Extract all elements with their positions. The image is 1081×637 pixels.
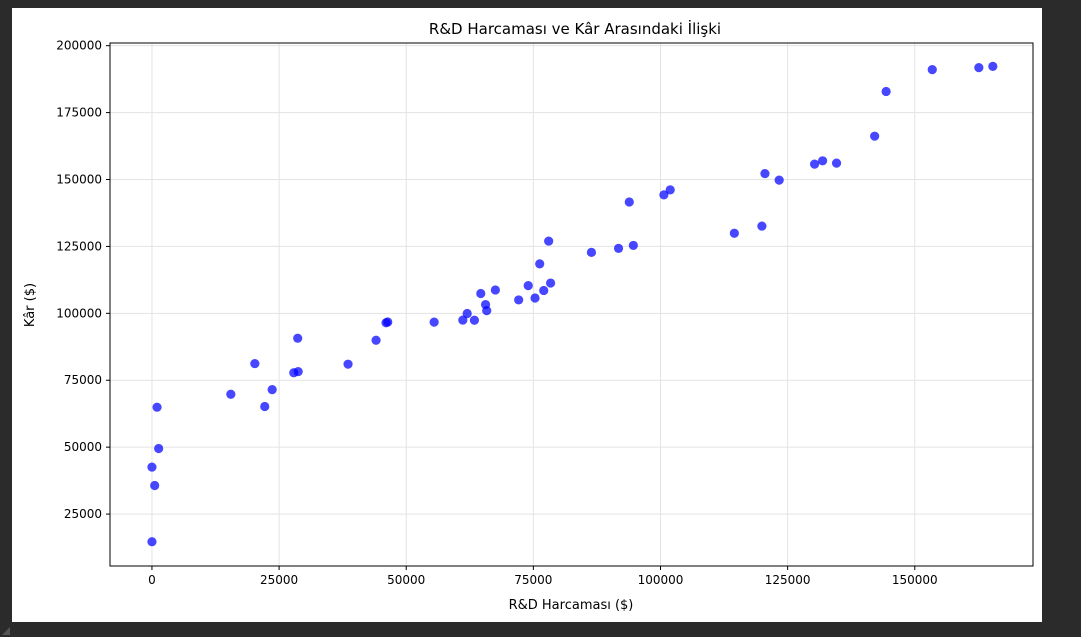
data-point: [152, 402, 162, 412]
data-point: [523, 281, 533, 291]
y-tick-label: 175000: [56, 106, 102, 120]
y-tick-label: 50000: [64, 440, 102, 454]
data-point: [150, 480, 160, 491]
data-point: [514, 295, 524, 305]
data-point: [870, 131, 880, 141]
y-tick-label: 200000: [56, 39, 102, 53]
data-point: [988, 61, 998, 71]
x-tick-label: 100000: [638, 573, 684, 587]
data-point: [260, 401, 270, 412]
data-point: [539, 285, 549, 296]
data-point: [774, 175, 784, 185]
data-point: [535, 259, 545, 269]
x-tick-label: 25000: [260, 573, 298, 587]
data-point: [760, 168, 770, 179]
data-point: [818, 156, 828, 166]
y-tick-label: 150000: [56, 173, 102, 187]
y-tick-label: 75000: [64, 373, 102, 387]
x-axis: 0 25000 50000 75000 100000 125000 150000: [148, 566, 938, 587]
data-point: [147, 462, 157, 472]
x-tick-label: 150000: [892, 573, 938, 587]
data-point: [974, 63, 984, 73]
data-point: [371, 335, 381, 345]
data-points: [147, 61, 998, 547]
data-point: [665, 185, 675, 195]
data-point: [267, 385, 277, 395]
y-tick-label: 25000: [64, 507, 102, 521]
y-tick-label: 125000: [56, 239, 102, 253]
x-tick-label: 75000: [514, 573, 552, 587]
data-point: [624, 197, 634, 207]
data-point: [613, 243, 624, 253]
data-point: [476, 288, 486, 299]
data-point: [429, 317, 439, 327]
grid: [110, 43, 1033, 566]
data-point: [154, 443, 164, 454]
data-point: [729, 228, 739, 238]
data-point: [628, 240, 638, 251]
data-point: [530, 293, 540, 303]
data-point: [545, 278, 556, 288]
data-point: [147, 537, 157, 547]
data-point: [458, 315, 468, 325]
y-tick-label: 100000: [56, 306, 102, 320]
data-point: [586, 247, 597, 257]
figure: R&D Harcaması ve Kâr Arasındaki İlişki 0…: [12, 8, 1042, 622]
data-point: [226, 389, 236, 399]
data-point: [289, 368, 299, 378]
chart-title: R&D Harcaması ve Kâr Arasındaki İlişki: [429, 19, 721, 38]
data-point: [809, 159, 820, 169]
data-point: [293, 333, 303, 343]
data-point: [881, 86, 891, 97]
data-point: [831, 158, 842, 168]
scatter-chart: R&D Harcaması ve Kâr Arasındaki İlişki 0…: [23, 19, 1034, 613]
data-point: [659, 190, 669, 200]
data-point: [757, 221, 767, 231]
x-tick-label: 50000: [387, 573, 425, 587]
y-axis: 25000 50000 75000 100000 125000 150000 175000 2…: [56, 39, 110, 521]
x-axis-label: R&D Harcaması ($): [509, 598, 634, 613]
data-point: [490, 285, 500, 295]
data-point: [482, 306, 492, 316]
y-axis-label: Kâr ($): [23, 283, 38, 327]
data-point: [250, 358, 260, 369]
data-point: [544, 236, 554, 246]
resize-handle-icon: [2, 627, 10, 635]
data-point: [343, 359, 353, 369]
data-point: [381, 318, 391, 328]
data-point: [469, 315, 480, 325]
data-point: [462, 308, 472, 319]
data-point: [927, 65, 937, 75]
x-tick-label: 0: [148, 573, 156, 587]
plot-area: [109, 42, 1034, 567]
x-tick-label: 125000: [765, 573, 811, 587]
